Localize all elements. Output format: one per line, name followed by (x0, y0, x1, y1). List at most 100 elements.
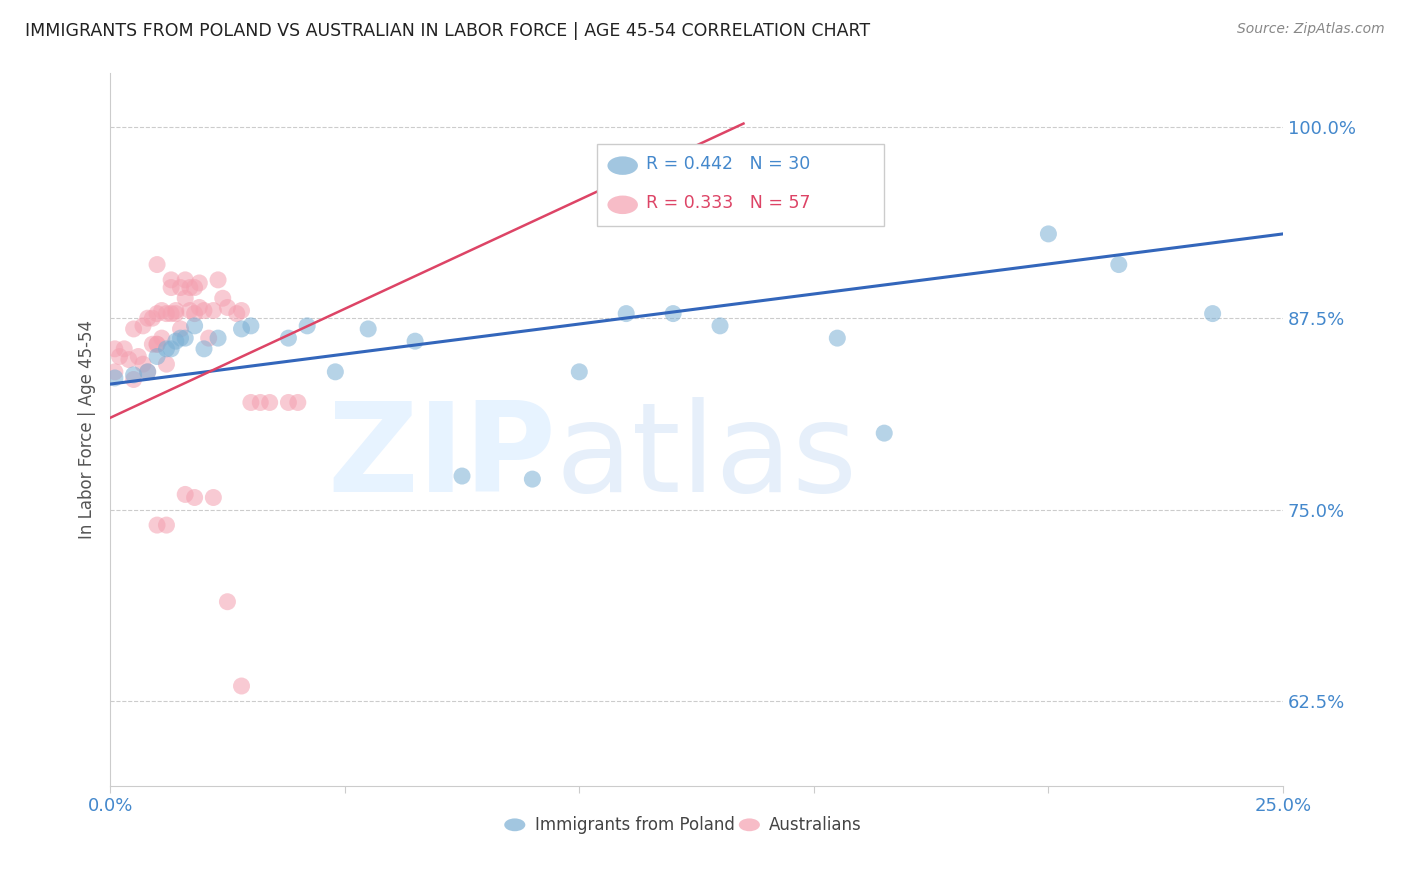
Point (231, 679, 253, 693)
Point (165, 303, 187, 318)
Point (207, 273, 229, 287)
Point (188, 276, 211, 290)
Point (193, 303, 215, 318)
Point (174, 487, 197, 501)
Point (179, 280, 201, 294)
Point (183, 280, 205, 294)
Point (217, 301, 239, 315)
Y-axis label: In Labor Force | Age 45-54: In Labor Force | Age 45-54 (79, 320, 96, 539)
Point (1038, 227, 1060, 241)
Point (136, 365, 159, 379)
Point (122, 372, 145, 386)
Point (122, 322, 145, 336)
Point (169, 331, 191, 345)
Point (614, 307, 637, 321)
Point (179, 303, 201, 318)
Point (160, 307, 183, 321)
Point (451, 469, 474, 483)
Point (231, 303, 253, 318)
Point (568, 365, 591, 379)
Point (141, 311, 163, 326)
Point (132, 357, 155, 371)
Circle shape (607, 195, 638, 214)
Point (231, 322, 253, 336)
Point (104, 371, 127, 385)
Point (295, 318, 318, 333)
Point (183, 318, 205, 333)
Point (146, 518, 169, 533)
Point (127, 350, 149, 364)
Point (155, 342, 177, 356)
Point (183, 307, 205, 321)
Point (108, 350, 131, 364)
Point (155, 518, 177, 533)
Point (827, 331, 849, 345)
Circle shape (607, 156, 638, 175)
Point (104, 342, 127, 356)
Circle shape (738, 818, 759, 831)
Point (132, 318, 155, 333)
Point (136, 365, 159, 379)
Text: Australians: Australians (769, 816, 862, 834)
Point (104, 365, 127, 379)
Point (146, 258, 169, 272)
Text: IMMIGRANTS FROM POLAND VS AUSTRALIAN IN LABOR FORCE | AGE 45-54 CORRELATION CHAR: IMMIGRANTS FROM POLAND VS AUSTRALIAN IN … (25, 22, 870, 40)
Point (160, 280, 183, 294)
Point (404, 334, 426, 348)
Point (150, 331, 173, 345)
Point (325, 365, 347, 379)
Point (174, 331, 197, 345)
Point (202, 491, 225, 505)
Point (146, 350, 169, 364)
Point (141, 337, 163, 351)
Point (155, 357, 177, 371)
Point (277, 331, 299, 345)
Text: Immigrants from Poland: Immigrants from Poland (534, 816, 734, 834)
Point (259, 395, 281, 409)
FancyBboxPatch shape (598, 145, 884, 227)
Point (357, 322, 380, 336)
Point (136, 311, 159, 326)
Point (217, 595, 239, 609)
Text: Source: ZipAtlas.com: Source: ZipAtlas.com (1237, 22, 1385, 37)
Point (662, 307, 685, 321)
Point (146, 337, 169, 351)
Point (155, 307, 177, 321)
Text: atlas: atlas (555, 397, 858, 518)
Point (197, 331, 219, 345)
Point (211, 291, 233, 305)
Point (193, 342, 215, 356)
Point (174, 273, 197, 287)
Circle shape (505, 818, 526, 831)
Point (709, 318, 731, 333)
Point (150, 303, 173, 318)
Point (239, 318, 262, 333)
Point (174, 291, 197, 305)
Point (112, 342, 135, 356)
Point (188, 301, 211, 315)
Point (169, 322, 191, 336)
Point (165, 307, 187, 321)
Point (873, 426, 896, 441)
Text: R = 0.442   N = 30: R = 0.442 N = 30 (647, 155, 810, 173)
Point (183, 491, 205, 505)
Point (239, 395, 262, 409)
Point (122, 368, 145, 382)
Point (207, 331, 229, 345)
Point (202, 303, 225, 318)
Point (169, 280, 191, 294)
Point (160, 273, 183, 287)
Point (277, 395, 299, 409)
Point (287, 395, 309, 409)
Point (160, 342, 183, 356)
Point (249, 395, 271, 409)
Text: ZIP: ZIP (328, 397, 555, 518)
Point (165, 334, 187, 348)
Point (225, 307, 247, 321)
Point (118, 352, 141, 367)
Text: R = 0.333   N = 57: R = 0.333 N = 57 (647, 194, 811, 212)
Point (522, 472, 544, 486)
Point (146, 307, 169, 321)
Point (146, 337, 169, 351)
Point (1108, 258, 1130, 272)
